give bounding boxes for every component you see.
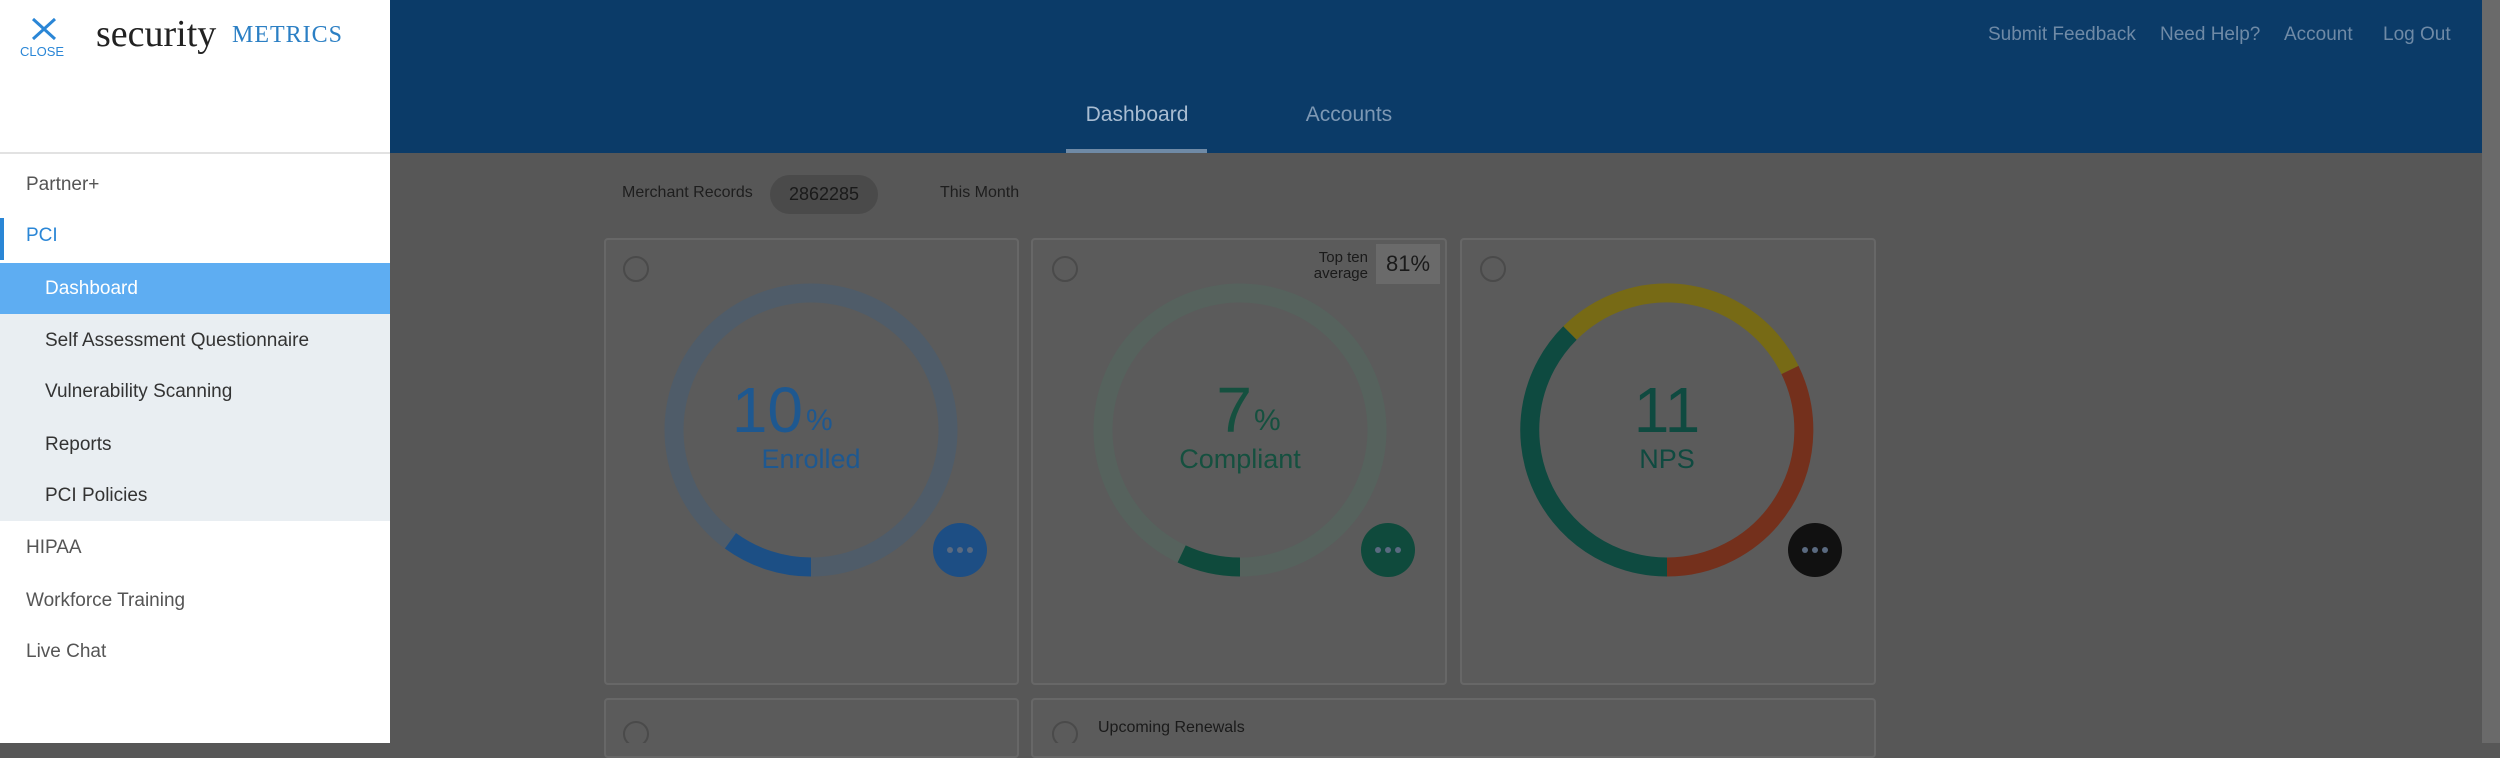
active-item-bg — [0, 263, 390, 314]
gauge-label: Compliant — [1179, 444, 1301, 474]
filter-value[interactable]: 2862285 — [770, 175, 878, 214]
gauge-unit: % — [806, 404, 833, 437]
nav-item[interactable]: HIPAA — [26, 537, 82, 558]
gauge-label: Enrolled — [761, 444, 860, 474]
nav-item[interactable]: Partner+ — [26, 174, 100, 195]
sidebar: CLOSE security METRICS Partner+ PCI Dash… — [0, 0, 390, 743]
info-icon[interactable] — [623, 721, 649, 743]
close-icon[interactable] — [30, 16, 58, 42]
header — [390, 0, 2500, 153]
tab[interactable]: Dashboard — [1085, 103, 1189, 126]
badge-label: Top ten average — [1313, 249, 1368, 282]
nps-segment — [1520, 326, 1668, 577]
header-link[interactable]: Submit Feedback — [1988, 24, 2136, 45]
header-link[interactable]: Need Help? — [2160, 24, 2261, 45]
gauge-arc — [1177, 545, 1241, 577]
sub-item[interactable]: Dashboard — [45, 278, 138, 299]
sub-item[interactable]: PCI Policies — [45, 485, 148, 506]
gauge-unit: % — [1254, 404, 1281, 437]
filter-label: Merchant Records — [622, 184, 753, 201]
filter-period[interactable]: This Month — [940, 184, 1020, 201]
sub-item[interactable]: Reports — [45, 434, 112, 455]
scrollbar — [2482, 0, 2500, 743]
nps-segment — [1666, 365, 1814, 577]
nps-segment — [1563, 283, 1799, 375]
info-icon[interactable] — [1052, 256, 1078, 282]
card-title: Upcoming Renewals — [1098, 719, 1245, 736]
gauge-label: NPS — [1639, 444, 1695, 474]
info-icon[interactable] — [1052, 721, 1078, 743]
tab-underline — [1066, 149, 1207, 153]
sub-item[interactable]: Vulnerability Scanning — [45, 381, 233, 402]
close-label[interactable]: CLOSE — [20, 44, 65, 59]
header-link[interactable]: Log Out — [2383, 24, 2451, 45]
gauge-arc — [724, 533, 812, 577]
badge-value: 81% — [1376, 244, 1440, 284]
divider — [0, 152, 390, 154]
logo-mark: METRICS — [232, 22, 344, 48]
nav-item[interactable]: Live Chat — [26, 641, 107, 662]
logo-word: security — [96, 13, 217, 55]
gauge-value: 11 — [1634, 374, 1700, 446]
sub-item[interactable]: Self Assessment Questionnaire — [45, 330, 310, 351]
tab[interactable]: Accounts — [1305, 103, 1393, 126]
active-bar — [0, 218, 4, 260]
gauge-value: 10 — [732, 374, 803, 446]
nav-item[interactable]: PCI — [26, 225, 58, 246]
nps-ring — [1520, 283, 1814, 577]
info-icon[interactable] — [1480, 256, 1506, 282]
header-link[interactable]: Account — [2284, 24, 2353, 45]
info-icon[interactable] — [623, 256, 649, 282]
gauge-value: 7 — [1216, 374, 1252, 446]
nav-item[interactable]: Workforce Training — [26, 590, 186, 611]
